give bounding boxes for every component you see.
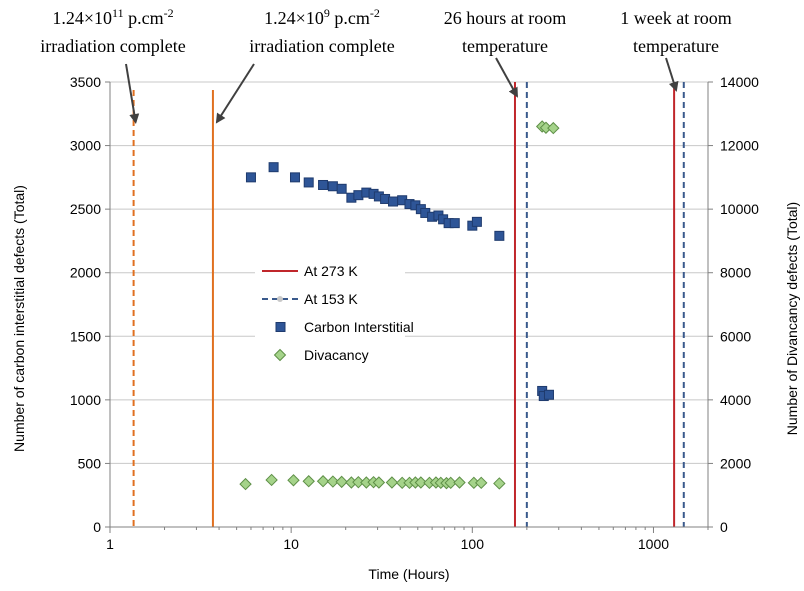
annotation-text: 1.24×10: [264, 8, 324, 28]
carbon-interstitial-point: [388, 196, 399, 207]
annotation-arrow: [495, 57, 518, 98]
divacancy-point: [475, 476, 488, 490]
divacancy-point: [547, 121, 560, 135]
divacancy-point: [352, 475, 365, 489]
y-tick-label-left: 1500: [70, 328, 101, 344]
divacancy-point: [326, 475, 340, 488]
annotation-line1: 26 hours at room: [444, 8, 566, 28]
carbon-interstitial-point: [327, 181, 338, 192]
annotation-arrow: [215, 63, 255, 124]
y-tick-label-right: 12000: [720, 138, 759, 154]
x-tick-label: 1: [106, 536, 114, 552]
y-tick-label-left: 1000: [70, 392, 101, 408]
annotation-arrow: [665, 57, 679, 92]
carbon-interstitial-point: [449, 218, 460, 229]
legend-swatch: [273, 348, 287, 362]
annotation-arrow: [125, 63, 140, 124]
x-tick-label: 10: [283, 536, 299, 552]
y-tick-label-right: 2000: [720, 455, 751, 471]
carbon-interstitial-point: [336, 183, 347, 194]
data-points-layer: [239, 120, 560, 491]
y-tick-label-right: 4000: [720, 392, 751, 408]
carbon-interstitial-point: [245, 172, 256, 183]
divacancy-point: [316, 475, 330, 488]
legend-label: Carbon Interstitial: [304, 319, 414, 335]
y-tick-label-left: 500: [78, 455, 102, 471]
legend-swatch: [275, 322, 286, 332]
carbon-interstitial-point: [318, 179, 329, 190]
annotation-superscript: -2: [164, 6, 174, 20]
y-tick-label-right: 10000: [720, 201, 759, 217]
legend-swatch-dot: [277, 296, 283, 302]
legend-label: At 153 K: [304, 291, 358, 307]
y-tick-label-right: 0: [720, 519, 728, 535]
y-axis-title-right: Number of Divancancy defects (Total): [784, 202, 800, 435]
annotation-line2: irradiation complete: [249, 36, 394, 56]
legend-background: [255, 256, 405, 366]
y-tick-label-right: 14000: [720, 74, 759, 90]
carbon-interstitial-point: [471, 216, 482, 227]
annotation-superscript: 11: [112, 6, 124, 20]
carbon-interstitial-point: [543, 389, 554, 400]
vertical-lines-layer: [132, 82, 685, 527]
annotation-superscript: 9: [324, 6, 330, 20]
y-tick-label-right: 8000: [720, 265, 751, 281]
y-tick-label-left: 3500: [70, 74, 101, 90]
carbon-interstitial-point: [289, 172, 300, 183]
divacancy-point: [239, 477, 252, 491]
divacancy-point: [372, 476, 386, 489]
y-tick-label-left: 2000: [70, 265, 101, 281]
x-tick-label: 1000: [638, 536, 669, 552]
divacancy-point: [265, 473, 278, 487]
carbon-interstitial-point: [268, 162, 279, 173]
carbon-interstitial-point: [303, 177, 314, 188]
y-tick-label-left: 3000: [70, 138, 101, 154]
divacancy-point: [385, 476, 399, 489]
annotation-line2: temperature: [462, 36, 548, 56]
annotation-line1: 1.24×109 p.cm-2: [264, 6, 380, 28]
annotation-line1: 1 week at room: [620, 8, 731, 28]
y-tick-label-left: 2500: [70, 201, 101, 217]
annotation-text: p.cm: [124, 8, 164, 28]
annotation-text: 26 hours at room: [444, 8, 566, 28]
legend: At 273 K At 153 K Carbon Interstitial Divac…: [255, 256, 414, 366]
y-axis-title-left: Number of carbon interstitial defects (T…: [11, 185, 27, 452]
annotation-text: 1 week at room: [620, 8, 731, 28]
y-tick-label-left: 0: [93, 519, 101, 535]
annotation-line1: 1.24×1011 p.cm-2: [52, 6, 173, 28]
x-axis-title: Time (Hours): [368, 566, 449, 582]
carbon-interstitial-point: [494, 230, 505, 241]
grid-layer: [110, 81, 708, 464]
annotation-line2: irradiation complete: [40, 36, 185, 56]
annotation-superscript: -2: [370, 6, 380, 20]
annotation-text: p.cm: [330, 8, 370, 28]
x-tick-label: 100: [461, 536, 485, 552]
legend-label: At 273 K: [304, 263, 358, 279]
y-tick-label-right: 6000: [720, 328, 751, 344]
divacancy-point: [414, 476, 428, 489]
annotation-line2: temperature: [633, 36, 719, 56]
axes-layer: 1 10 100 1000050010001500200025003000350002…: [11, 74, 800, 582]
divacancy-point: [302, 475, 315, 488]
divacancy-point: [287, 474, 300, 487]
divacancy-point: [444, 476, 457, 490]
divacancy-point: [493, 477, 506, 490]
legend-label: Divacancy: [304, 347, 369, 363]
divacancy-point: [453, 476, 466, 489]
annotation-text: 1.24×10: [52, 8, 112, 28]
divacancy-point: [335, 475, 348, 489]
